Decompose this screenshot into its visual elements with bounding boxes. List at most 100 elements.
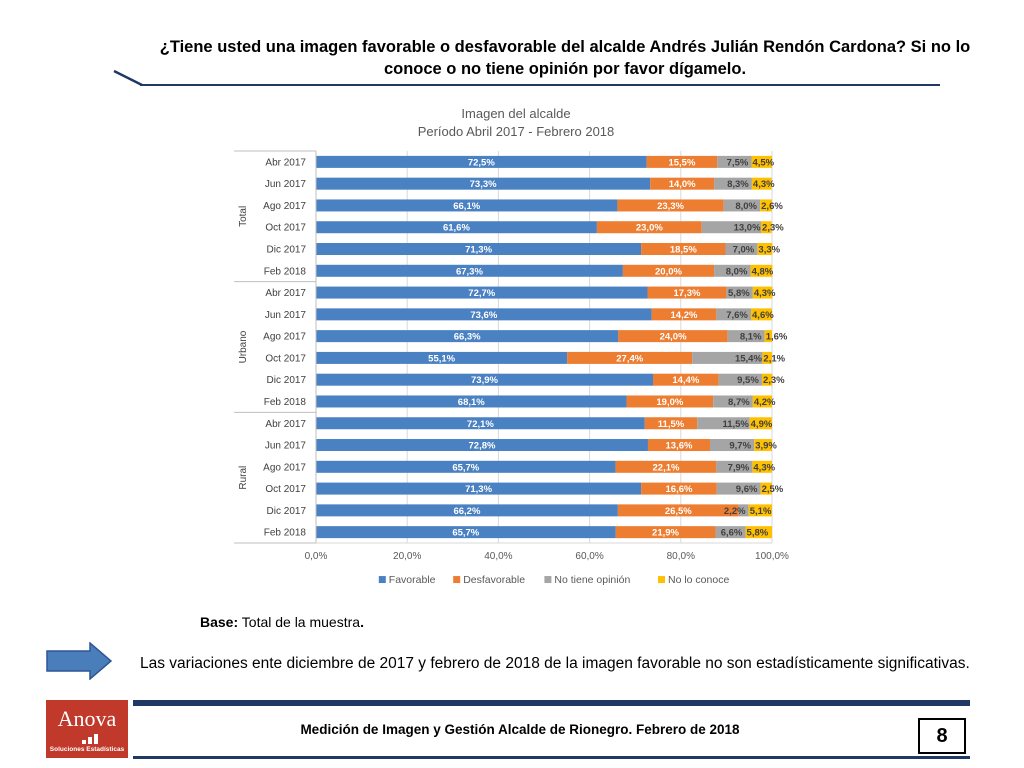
chart-title: Imagen del alcalde <box>461 106 570 121</box>
data-label: 65,7% <box>452 462 479 473</box>
data-label: 23,0% <box>636 223 663 234</box>
data-label: 7,6% <box>726 310 748 321</box>
group-label: Rural <box>238 466 249 490</box>
bars: 72,5% 15,5% 7,5% 4,5%73,3% 14,0% 8,3% 4,3%66,1… <box>316 156 788 539</box>
data-label: 26,5% <box>665 506 692 517</box>
data-label: 67,3% <box>456 266 483 277</box>
legend-label: Desfavorable <box>463 574 525 586</box>
data-label: 2,2% <box>724 506 746 517</box>
data-label: 2,3% <box>762 223 784 234</box>
data-label: 72,5% <box>468 157 495 168</box>
data-label: 66,3% <box>454 332 481 343</box>
data-label: 4,3% <box>753 462 775 473</box>
data-label: 5,8% <box>747 528 769 539</box>
data-label: 73,6% <box>470 310 497 321</box>
logo-bars-icon <box>82 732 102 744</box>
data-label: 13,6% <box>666 441 693 452</box>
data-label: 72,8% <box>469 441 496 452</box>
data-label: 9,6% <box>736 484 758 495</box>
category-label: Abr 2017 <box>265 288 306 299</box>
data-label: 55,1% <box>428 353 455 364</box>
data-label: 72,1% <box>467 419 494 430</box>
data-label: 72,7% <box>468 288 495 299</box>
data-label: 14,4% <box>672 375 699 386</box>
data-label: 73,9% <box>471 375 498 386</box>
data-label: 11,5% <box>722 419 749 430</box>
category-label: Dic 2017 <box>267 375 307 386</box>
x-tick-label: 20,0% <box>393 551 421 562</box>
category-label: Abr 2017 <box>265 419 306 430</box>
footer-rule-bottom <box>133 756 970 759</box>
data-label: 19,0% <box>656 397 683 408</box>
category-label: Dic 2017 <box>267 245 307 256</box>
data-label: 8,1% <box>740 332 762 343</box>
category-label: Feb 2018 <box>264 397 307 408</box>
page-number: 8 <box>918 718 966 754</box>
x-tick-label: 60,0% <box>575 551 603 562</box>
data-label: 5,8% <box>728 288 750 299</box>
data-label: 61,6% <box>443 223 470 234</box>
data-label: 8,3% <box>727 179 749 190</box>
data-label: 24,0% <box>660 332 687 343</box>
category-label: Oct 2017 <box>265 353 306 364</box>
data-label: 14,2% <box>671 310 698 321</box>
category-label: Ago 2017 <box>263 462 306 473</box>
category-label: Jun 2017 <box>265 441 307 452</box>
legend-label: No lo conoce <box>668 574 729 586</box>
data-label: 17,3% <box>673 288 700 299</box>
data-label: 4,3% <box>753 179 775 190</box>
footer-text: Medición de Imagen y Gestión Alcalde de … <box>220 722 820 737</box>
data-label: 4,6% <box>752 310 774 321</box>
legend-swatch <box>544 576 551 583</box>
footer-rule-top <box>133 700 970 706</box>
group-label: Total <box>238 206 249 227</box>
data-label: 16,6% <box>666 484 693 495</box>
data-label: 8,7% <box>728 397 750 408</box>
x-tick-label: 40,0% <box>484 551 512 562</box>
data-label: 23,3% <box>657 201 684 212</box>
logo-name: Anova <box>46 706 128 732</box>
data-label: 27,4% <box>616 353 643 364</box>
chart-subtitle: Período Abril 2017 - Febrero 2018 <box>418 124 615 139</box>
data-label: 71,3% <box>465 245 492 256</box>
legend-label: No tiene opinión <box>554 574 630 586</box>
data-label: 68,1% <box>458 397 485 408</box>
category-label: Feb 2018 <box>264 528 307 539</box>
data-label: 1,6% <box>766 332 788 343</box>
data-label: 20,0% <box>655 266 682 277</box>
data-label: 6,6% <box>721 528 743 539</box>
data-label: 15,5% <box>668 157 695 168</box>
base-label: Base: <box>200 614 238 630</box>
category-label: Oct 2017 <box>265 484 306 495</box>
arrow-right-icon <box>46 642 112 680</box>
data-label: 4,3% <box>754 288 776 299</box>
data-label: 66,2% <box>453 506 480 517</box>
data-label: 18,5% <box>670 245 697 256</box>
data-label: 2,6% <box>761 201 783 212</box>
data-label: 8,0% <box>735 201 757 212</box>
category-label: Oct 2017 <box>265 223 306 234</box>
base-end: . <box>360 614 364 630</box>
data-label: 15,4% <box>735 353 762 364</box>
data-label: 9,7% <box>729 441 751 452</box>
category-label: Dic 2017 <box>267 506 307 517</box>
x-tick-label: 80,0% <box>667 551 695 562</box>
data-label: 8,0% <box>726 266 748 277</box>
base-note: Base: Total de la muestra. <box>200 614 364 630</box>
data-label: 14,0% <box>669 179 696 190</box>
category-label: Feb 2018 <box>264 266 307 277</box>
data-label: 11,5% <box>658 419 685 430</box>
legend-label: Favorable <box>389 574 436 586</box>
data-label: 7,9% <box>728 462 750 473</box>
data-label: 2,1% <box>763 353 785 364</box>
anova-logo: Anova Soluciones Estadísticas <box>46 700 128 758</box>
data-label: 3,3% <box>758 245 780 256</box>
data-label: 5,1% <box>750 506 772 517</box>
legend-swatch <box>453 576 460 583</box>
data-label: 21,9% <box>652 528 679 539</box>
base-text: Total de la muestra <box>238 614 360 630</box>
data-label: 13,0% <box>734 223 761 234</box>
data-label: 7,5% <box>727 157 749 168</box>
x-tick-label: 100,0% <box>755 551 789 562</box>
